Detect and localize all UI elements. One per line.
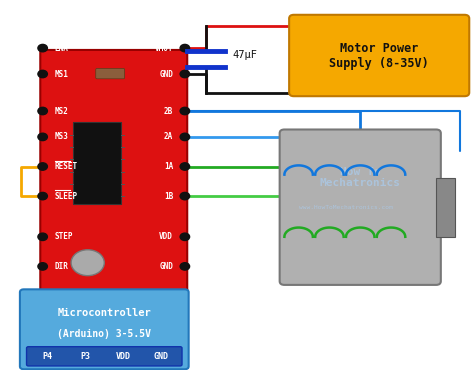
Circle shape xyxy=(180,44,190,52)
Text: 1B: 1B xyxy=(164,192,173,201)
Circle shape xyxy=(38,133,47,141)
Text: VDD: VDD xyxy=(159,232,173,241)
Circle shape xyxy=(180,192,190,200)
Circle shape xyxy=(38,192,47,200)
Text: (Arduino) 3-5.5V: (Arduino) 3-5.5V xyxy=(57,329,151,339)
Circle shape xyxy=(38,263,47,270)
Circle shape xyxy=(180,133,190,141)
Circle shape xyxy=(180,263,190,270)
Circle shape xyxy=(180,70,190,78)
Circle shape xyxy=(38,70,47,78)
Text: MS1: MS1 xyxy=(55,70,68,78)
Text: 47μF: 47μF xyxy=(232,50,257,61)
Text: 2A: 2A xyxy=(164,132,173,141)
Text: VDD: VDD xyxy=(116,352,131,361)
FancyBboxPatch shape xyxy=(27,347,182,366)
FancyBboxPatch shape xyxy=(289,15,469,96)
Circle shape xyxy=(38,163,47,170)
FancyBboxPatch shape xyxy=(280,130,441,285)
Bar xyxy=(436,178,455,237)
Text: 2B: 2B xyxy=(164,107,173,115)
Circle shape xyxy=(38,233,47,240)
Text: Microcontroller: Microcontroller xyxy=(57,308,151,318)
Text: www.HowToMechatronics.com: www.HowToMechatronics.com xyxy=(299,205,393,210)
Text: VMOT: VMOT xyxy=(155,44,173,53)
Circle shape xyxy=(180,233,190,240)
Text: ENA: ENA xyxy=(55,44,68,53)
FancyBboxPatch shape xyxy=(40,50,187,298)
Text: How To
Mechatronics: How To Mechatronics xyxy=(320,167,401,188)
Bar xyxy=(73,122,121,204)
Circle shape xyxy=(71,250,104,276)
Text: DIR: DIR xyxy=(55,262,68,271)
Circle shape xyxy=(180,163,190,170)
Text: MS3: MS3 xyxy=(55,132,68,141)
Text: SLEEP: SLEEP xyxy=(55,192,78,201)
Text: MS2: MS2 xyxy=(55,107,68,115)
Text: P4: P4 xyxy=(42,352,53,361)
Text: GND: GND xyxy=(154,352,169,361)
Text: P3: P3 xyxy=(80,352,91,361)
FancyBboxPatch shape xyxy=(20,289,189,369)
Text: GND: GND xyxy=(159,262,173,271)
Text: Motor Power
Supply (8-35V): Motor Power Supply (8-35V) xyxy=(329,41,429,70)
FancyBboxPatch shape xyxy=(96,68,125,79)
Text: 1A: 1A xyxy=(164,162,173,171)
Circle shape xyxy=(180,107,190,115)
Text: GND: GND xyxy=(159,70,173,78)
Circle shape xyxy=(38,107,47,115)
Text: STEP: STEP xyxy=(55,232,73,241)
Circle shape xyxy=(38,44,47,52)
Text: RESET: RESET xyxy=(55,162,78,171)
